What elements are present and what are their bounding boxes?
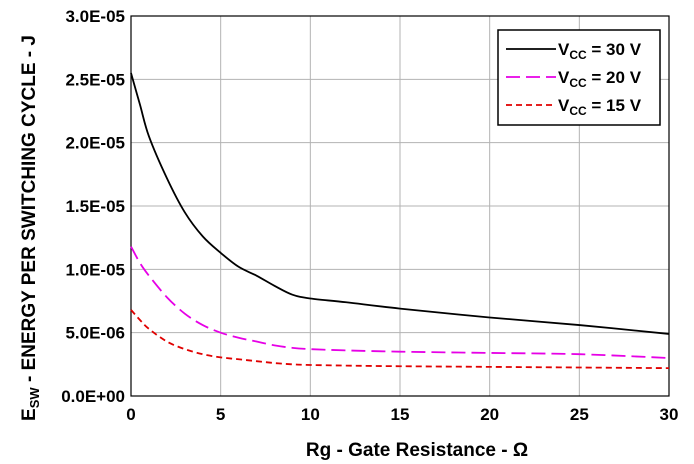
y-tick-label: 2.0E-05	[65, 134, 125, 153]
x-axis-title: Rg - Gate Resistance - Ω	[306, 440, 528, 461]
y-axis-title-subscript: SW	[27, 387, 42, 409]
legend-label-3: VCC = 15 V	[558, 96, 642, 118]
legend-label-1-rest: = 30 V	[587, 40, 642, 59]
legend-box	[497, 29, 661, 126]
legend-label-3-main: V	[558, 96, 570, 115]
legend-label-3-rest: = 15 V	[587, 96, 642, 115]
x-tick-label: 30	[660, 405, 679, 424]
y-axis-title: ESW - ENERGY PER SWITCHING CYCLE - J	[19, 35, 42, 421]
y-tick-label: 3.0E-05	[65, 7, 125, 26]
legend-label-2: VCC = 20 V	[558, 68, 642, 90]
legend-label-1-subscript: CC	[569, 48, 587, 62]
x-tick-label: 10	[301, 405, 320, 424]
series-line-2	[130, 246, 670, 359]
x-tick-labels: 0 5 10 15 20 25 30	[126, 405, 678, 424]
legend-entry-1: VCC = 30 V	[506, 40, 642, 62]
series-lines	[130, 72, 670, 370]
y-tick-label: 1.0E-05	[65, 260, 125, 279]
legend-label-1: VCC = 30 V	[558, 40, 642, 62]
y-tick-label: 5.0E-06	[65, 324, 125, 343]
x-tick-label: 20	[480, 405, 499, 424]
x-tick-label: 25	[570, 405, 589, 424]
y-axis-title-main: E	[19, 408, 40, 421]
legend-label-2-subscript: CC	[569, 76, 587, 90]
legend-label-3-subscript: CC	[569, 104, 587, 118]
x-tick-label: 5	[216, 405, 225, 424]
legend: VCC = 30 V VCC = 20 V VCC = 15 V	[497, 29, 661, 126]
plot-area-frame	[130, 15, 670, 397]
legend-label-1-main: V	[558, 40, 570, 59]
x-tick-label: 15	[391, 405, 410, 424]
series-line-3	[130, 309, 670, 370]
y-tick-labels: 0.0E+00 5.0E-06 1.0E-05 1.5E-05 2.0E-05 2.5E-…	[61, 7, 125, 406]
series-line-1	[130, 72, 670, 335]
y-axis-title-rest: - ENERGY PER SWITCHING CYCLE - J	[19, 35, 40, 387]
y-tick-label: 2.5E-05	[65, 70, 125, 89]
legend-label-2-rest: = 20 V	[587, 68, 642, 87]
x-tick-label: 0	[126, 405, 135, 424]
y-tick-label: 0.0E+00	[61, 387, 125, 406]
y-tick-label: 1.5E-05	[65, 197, 125, 216]
legend-label-2-main: V	[558, 68, 570, 87]
legend-entry-3: VCC = 15 V	[506, 96, 642, 118]
legend-entry-2: VCC = 20 V	[506, 68, 642, 90]
